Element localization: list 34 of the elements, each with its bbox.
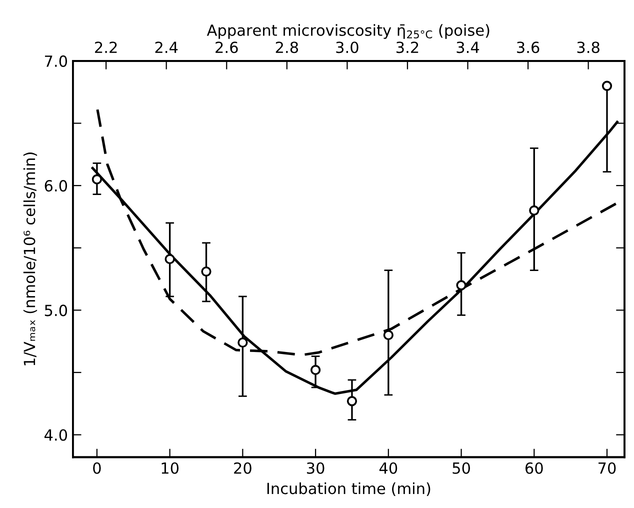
point (238, 337, 248, 348)
y-tick-label: 6.0 (44, 180, 68, 192)
x-tick-label: 10 (162, 462, 179, 474)
x2-tick-label: 2.6 (216, 42, 238, 54)
y-tick-label: 5.0 (44, 304, 68, 316)
x2-tick-label: 2.4 (155, 42, 178, 53)
point (310, 364, 321, 376)
x-tick-label: 70 (598, 462, 616, 474)
y-tick-label: 4.0 (44, 429, 68, 441)
x2-tick-label: 3.8 (577, 42, 600, 54)
point (346, 396, 358, 406)
point (602, 80, 612, 91)
x-tick-label: 50 (452, 462, 470, 474)
y-tick-label: 7.0 (45, 55, 68, 67)
x-tick-label: 20 (234, 462, 252, 474)
point (201, 266, 212, 277)
x-tick-label: 0 (93, 462, 101, 474)
x-tick-label: 40 (379, 462, 398, 474)
x2-tick-label: 3.4 (456, 42, 480, 54)
x2-tick-label: 2.8 (276, 42, 298, 54)
x2-tick-label: 3.2 (396, 42, 418, 54)
x-axis-title: Incubation time (min) (267, 482, 430, 496)
x2-axis-title: Apparent microviscosity η̄$_{25°C}$ (poise) (206, 24, 490, 39)
point (383, 330, 394, 340)
x2-tick-label: 3.6 (517, 42, 540, 54)
x2-tick-label: 3.0 (336, 42, 358, 54)
y-axis-title: 1/Vₘₐₓ (nmole/10⁶ cells/min) (23, 152, 38, 366)
point (92, 174, 102, 184)
point (529, 205, 540, 216)
x-tick-label: 60 (525, 462, 543, 474)
point (164, 254, 175, 264)
x2-tick-label: 2.2 (95, 42, 117, 53)
point (456, 280, 466, 290)
x-tick-label: 30 (306, 462, 324, 474)
